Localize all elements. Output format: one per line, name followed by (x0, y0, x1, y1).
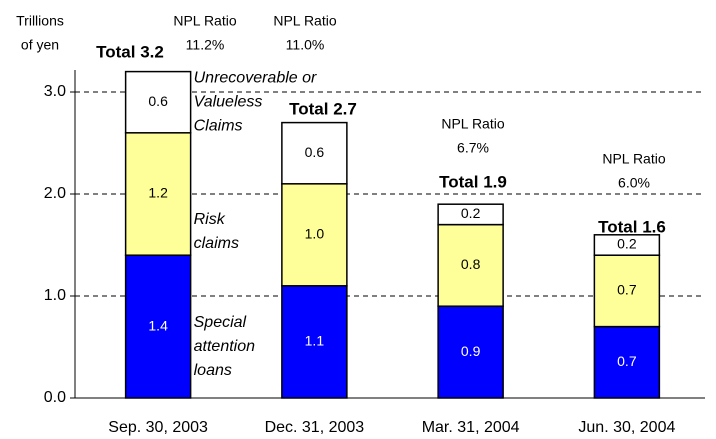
x-tick-label: Dec. 31, 2003 (265, 419, 365, 436)
bar-segment (281, 121, 348, 185)
series-label: Valueless (194, 93, 263, 110)
value-label: 1.1 (305, 333, 325, 349)
npl-value: 6.0% (618, 175, 650, 191)
total-label: Total 1.9 (439, 172, 507, 191)
value-label: 1.4 (148, 317, 168, 333)
value-label: 0.6 (305, 144, 325, 160)
x-tick-label: Sep. 30, 2003 (108, 419, 208, 436)
y-axis-label: of yen (21, 37, 59, 53)
bar-segment (281, 183, 348, 287)
total-label: Total 2.7 (289, 99, 357, 118)
value-label: 0.2 (617, 236, 637, 252)
bar-segment (124, 132, 192, 256)
y-tick-label: 3.0 (44, 83, 66, 100)
bar-segment (437, 223, 504, 307)
npl-label: NPL Ratio (173, 13, 237, 29)
value-label: 1.0 (305, 226, 325, 242)
value-label: 0.7 (617, 282, 637, 298)
y-axis-label: Trillions (16, 13, 64, 29)
value-label: 0.8 (461, 256, 481, 272)
npl-label: NPL Ratio (441, 116, 505, 132)
bar-segment (593, 254, 661, 328)
value-label: 1.2 (148, 185, 168, 201)
bar-segment (124, 254, 192, 399)
bar-segment (124, 70, 192, 134)
series-label: Unrecoverable or (194, 69, 317, 86)
series-label: Claims (194, 117, 243, 134)
series-label: Risk (194, 211, 226, 228)
npl-label: NPL Ratio (273, 13, 337, 29)
bar-segment (593, 234, 661, 256)
series-label: attention (194, 338, 255, 355)
npl-value: 6.7% (457, 140, 489, 156)
y-tick-label: 0.0 (44, 389, 66, 406)
value-label: 0.9 (461, 343, 481, 359)
y-tick-label: 1.0 (44, 287, 66, 304)
value-label: 0.2 (461, 205, 481, 221)
x-tick-label: Jun. 30, 2004 (578, 419, 675, 436)
total-label: Total 1.6 (598, 217, 666, 236)
bar-segment (281, 285, 348, 399)
npl-value: 11.2% (186, 37, 225, 53)
x-tick-label: Mar. 31, 2004 (422, 419, 520, 436)
series-label: loans (194, 362, 232, 379)
npl-value: 11.0% (286, 37, 325, 53)
value-label: 0.7 (617, 353, 637, 369)
y-tick-label: 2.0 (44, 185, 66, 202)
series-label: Special (194, 314, 247, 331)
total-label: Total 3.2 (96, 42, 164, 61)
npl-label: NPL Ratio (602, 151, 666, 167)
series-label: claims (194, 235, 239, 252)
bar-segment (437, 203, 504, 226)
value-label: 0.6 (148, 93, 168, 109)
